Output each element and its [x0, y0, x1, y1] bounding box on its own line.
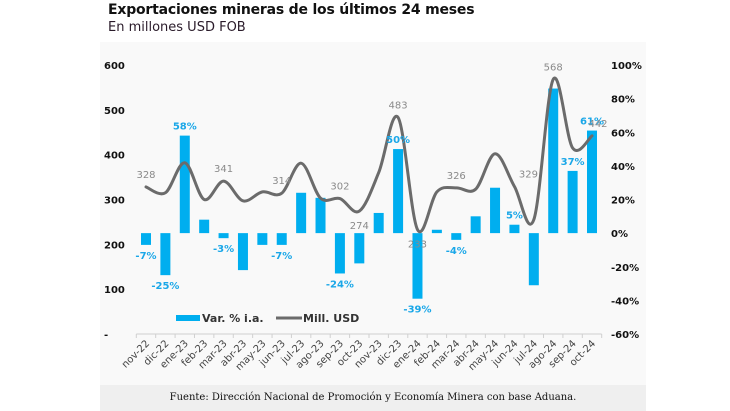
right-axis: -60% -40% -20% 0% 20% 40% 60% 80% 100% — [611, 61, 642, 341]
right-axis-tick-label: 0% — [611, 229, 628, 240]
right-axis-tick-label: 100% — [611, 61, 642, 72]
bar-var-pct — [218, 233, 229, 239]
bar-var-pct — [276, 233, 287, 245]
bar-var-pct — [567, 170, 578, 234]
line-data-label: 483 — [389, 100, 408, 111]
bar-data-label: -3% — [213, 244, 234, 255]
left-axis-tick-label: - — [104, 330, 108, 341]
bar-var-pct — [315, 197, 326, 234]
bar-data-label: -25% — [151, 281, 179, 292]
line-data-label: 233 — [408, 240, 427, 251]
left-axis-tick-label: 600 — [104, 61, 125, 72]
bar-var-pct — [509, 224, 520, 234]
right-axis-tick-label: 80% — [611, 95, 635, 106]
left-axis-tick-label: 400 — [104, 151, 125, 162]
bar-var-pct — [431, 229, 442, 234]
right-axis-tick-label: -20% — [611, 263, 639, 274]
bar-data-label: 58% — [173, 122, 197, 133]
line-data-label: 314 — [272, 176, 291, 187]
bar-var-pct — [160, 233, 171, 276]
bar-var-pct — [373, 212, 384, 234]
line-data-label: 302 — [330, 182, 349, 193]
bar-var-pct — [393, 149, 404, 234]
legend-bar-label: Var. % i.a. — [202, 312, 264, 325]
bar-var-pct — [528, 233, 539, 286]
bar-data-label: 37% — [561, 157, 585, 168]
bar-var-pct — [354, 233, 365, 264]
left-axis-tick-label: 300 — [104, 196, 125, 207]
left-axis-tick-label: 500 — [104, 106, 125, 117]
bar-data-label: 61% — [580, 117, 604, 128]
bar-var-pct — [587, 130, 597, 234]
bar-var-pct — [237, 233, 248, 271]
right-axis-tick-label: 40% — [611, 162, 635, 173]
legend-bar-swatch — [176, 315, 200, 321]
line-data-label: 274 — [350, 221, 369, 232]
x-axis: nov-22dic-22ene-23feb-23mar-23abr-23may-… — [120, 333, 603, 373]
data-labels: -7% -25% 58% -3% -7% -24% 50% -39% -4% 5% 37% 61% 32… — [135, 62, 607, 315]
bar-var-pct — [334, 233, 345, 274]
chart-title: Exportaciones mineras de los últimos 24 … — [108, 2, 475, 18]
right-axis-tick-label: 20% — [611, 196, 635, 207]
bar-var-pct — [179, 135, 190, 234]
left-axis-tick-label: 200 — [104, 240, 125, 251]
bar-series — [141, 88, 597, 299]
right-axis-tick-label: -60% — [611, 330, 639, 341]
right-axis-tick-label: 60% — [611, 128, 635, 139]
left-axis: - 100 200 300 400 500 600 — [104, 61, 125, 341]
source-band — [100, 385, 646, 411]
bar-var-pct — [199, 219, 210, 234]
legend-line-label: Mill. USD — [303, 312, 359, 325]
bar-data-label: -7% — [271, 251, 292, 262]
left-axis-tick-label: 100 — [104, 285, 125, 296]
right-axis-tick-label: -40% — [611, 296, 639, 307]
line-series — [144, 76, 594, 234]
line-data-label: 329 — [519, 169, 538, 180]
bar-data-label: -7% — [135, 251, 156, 262]
line-data-label: 341 — [214, 164, 233, 175]
bar-data-label: 5% — [506, 211, 523, 222]
bar-data-label: 50% — [386, 135, 410, 146]
line-data-label: 568 — [544, 62, 563, 73]
line-data-label: 326 — [447, 171, 466, 182]
chart-subtitle: En millones USD FOB — [108, 20, 246, 35]
bar-var-pct — [451, 233, 462, 240]
line-data-label: 328 — [136, 170, 155, 181]
bar-var-pct — [296, 192, 307, 234]
bar-var-pct — [141, 233, 151, 245]
bar-data-label: -4% — [446, 246, 467, 257]
bar-var-pct — [490, 187, 501, 234]
bar-var-pct — [548, 88, 559, 234]
line-mill-usd — [144, 76, 594, 234]
legend: Var. % i.a. Mill. USD — [176, 312, 359, 325]
bar-var-pct — [412, 233, 423, 299]
bar-data-label: -39% — [403, 305, 431, 316]
bar-var-pct — [470, 216, 481, 234]
bar-var-pct — [257, 233, 268, 245]
line-data-label: 442 — [588, 119, 607, 130]
source-note: Fuente: Dirección Nacional de Promoción … — [169, 392, 577, 403]
bar-data-label: -24% — [326, 279, 354, 290]
